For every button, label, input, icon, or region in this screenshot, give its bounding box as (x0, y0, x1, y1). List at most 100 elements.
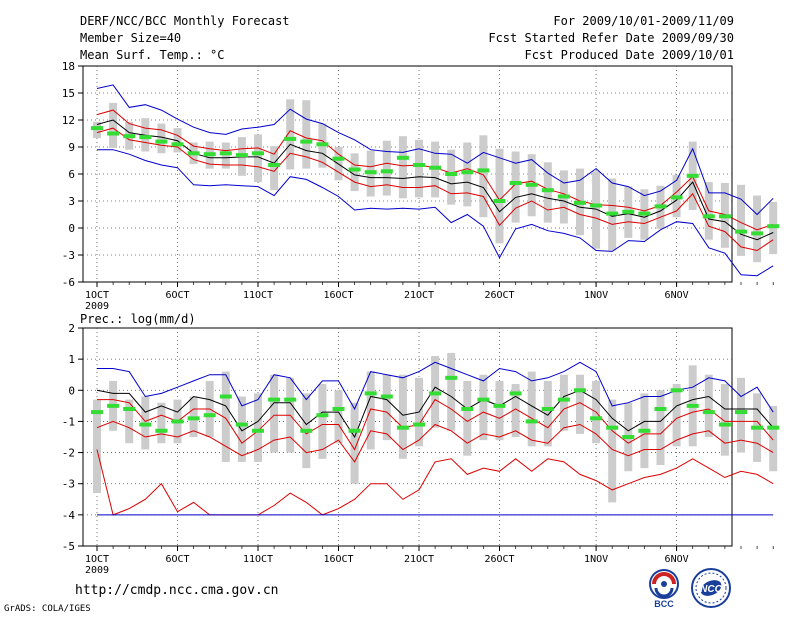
prec-observed-mark (348, 428, 361, 433)
prec-ensemble-box (125, 399, 134, 444)
prec-xtick-label: 11OCT (243, 554, 273, 565)
prec-ensemble-box (479, 374, 488, 441)
temp-observed-mark (702, 214, 715, 219)
prec-xtick-label: 26OCT (484, 554, 514, 565)
temp-ytick-label: 6 (68, 168, 75, 181)
temp-observed-mark (171, 142, 184, 147)
prec-ensemble-box (221, 371, 230, 462)
temp-observed-mark (364, 170, 377, 175)
prec-ytick-label: -1 (62, 415, 75, 428)
prec-xtick-label: 6OCT (165, 554, 189, 565)
prec-ensemble-box (270, 374, 279, 453)
prec-observed-mark (332, 406, 345, 411)
prec-observed-mark (203, 413, 216, 418)
prec-line-10th-percentile (96, 449, 774, 516)
temp-observed-mark (107, 131, 120, 136)
prec-observed-mark (252, 428, 264, 433)
prec-observed-mark (91, 410, 103, 415)
prec-observed-mark (429, 391, 442, 396)
temp-observed-mark (670, 195, 683, 200)
prec-observed-mark (670, 388, 683, 393)
prec-observed-mark (735, 410, 747, 415)
prec-ensemble-box (543, 380, 552, 447)
temp-observed-mark (541, 188, 554, 193)
prec-ensemble-box (318, 384, 327, 459)
temp-observed-mark (718, 214, 731, 219)
prec-ytick-label: -4 (62, 509, 76, 522)
temp-ensemble-box (254, 134, 262, 183)
temp-observed-mark (268, 163, 281, 167)
temp-observed-mark (396, 155, 409, 160)
temp-ensemble-box (447, 149, 456, 205)
prec-observed-mark (461, 406, 474, 411)
prec-xtick-label: 21OCT (404, 554, 434, 565)
bcc-logo-text: BCC (654, 599, 674, 609)
temp-ensemble-box (753, 195, 762, 263)
temp-observed-mark (735, 229, 747, 234)
temp-line-min (97, 149, 774, 277)
prec-observed-mark (413, 422, 425, 427)
prec-ensemble-box (672, 384, 681, 447)
prec-xtick-label: 1NOV (584, 554, 608, 565)
temp-observed-mark (413, 163, 425, 167)
member-size-label: Member Size=40 (80, 31, 182, 45)
prec-line-max (97, 361, 774, 413)
prec-xtick-label: 16OCT (323, 554, 353, 565)
chart-title: DERF/NCC/BCC Monthly Forecast (80, 14, 290, 28)
temp-ytick-label: 15 (62, 87, 75, 100)
temp-ensemble-box (495, 148, 504, 244)
temp-observed-mark (509, 181, 522, 185)
temp-ytick-label: 9 (68, 141, 75, 154)
prec-observed-mark (654, 406, 667, 411)
source-url[interactable]: http://cmdp.ncc.cma.gov.cn (75, 583, 279, 598)
ncc-logo: NCC (691, 568, 731, 608)
prec-observed-mark (396, 425, 409, 430)
forecast-period: For 2009/10/01-2009/11/09 (553, 14, 734, 28)
temp-xtick-label: 1OCT (85, 290, 109, 301)
temp-xtick-label: 26OCT (484, 290, 514, 301)
prec-ensemble-box (527, 371, 536, 447)
temp-observed-mark (332, 156, 345, 161)
prec-observed-mark (445, 375, 458, 380)
temp-observed-mark (686, 173, 699, 178)
prec-ensemble-box (334, 390, 343, 444)
temp-observed-mark (300, 139, 313, 144)
prec-ensemble-box (511, 384, 520, 437)
temp-observed-mark (429, 165, 442, 170)
temp-ensemble-box (543, 162, 552, 223)
prec-observed-mark (139, 422, 152, 427)
prec-ytick-label: 0 (68, 384, 75, 397)
prec-ensemble-box (157, 402, 166, 444)
fcst-produced-date: Fcst Produced Date 2009/10/01 (524, 48, 734, 62)
prec-observed-mark (718, 422, 731, 427)
prec-observed-mark (686, 403, 699, 408)
temp-ytick-label: 0 (68, 222, 75, 235)
temp-ensemble-box (350, 153, 359, 192)
temp-observed-mark (767, 224, 780, 229)
prec-observed-mark (123, 406, 136, 411)
prec-ensemble-box (720, 384, 729, 456)
temp-ensemble-box (398, 136, 407, 199)
prec-line-mean (96, 386, 774, 439)
temp-observed-mark (348, 167, 361, 172)
prec-ensemble-box (608, 399, 617, 503)
temp-observed-mark (751, 231, 764, 236)
prec-observed-mark (477, 397, 490, 402)
temp-xtick-label: 6OCT (165, 290, 189, 301)
temp-ensemble-box (286, 99, 295, 170)
prec-observed-mark (541, 406, 554, 411)
fcst-started-date: Fcst Started Refer Date 2009/09/30 (488, 31, 734, 45)
temp-ytick-label: 18 (62, 60, 75, 73)
prec-line-upper-quartile (97, 398, 774, 451)
temp-ensemble-box (415, 139, 423, 198)
prec-observed-mark (155, 428, 168, 433)
temp-observed-mark (284, 136, 297, 141)
prec-observed-mark (606, 425, 619, 430)
temp-observed-mark (590, 203, 603, 208)
prec-observed-mark (316, 413, 329, 418)
grads-credit: GrADS: COLA/IGES (4, 604, 91, 614)
temp-ensemble-box (479, 135, 488, 218)
prec-observed-mark (590, 416, 603, 421)
